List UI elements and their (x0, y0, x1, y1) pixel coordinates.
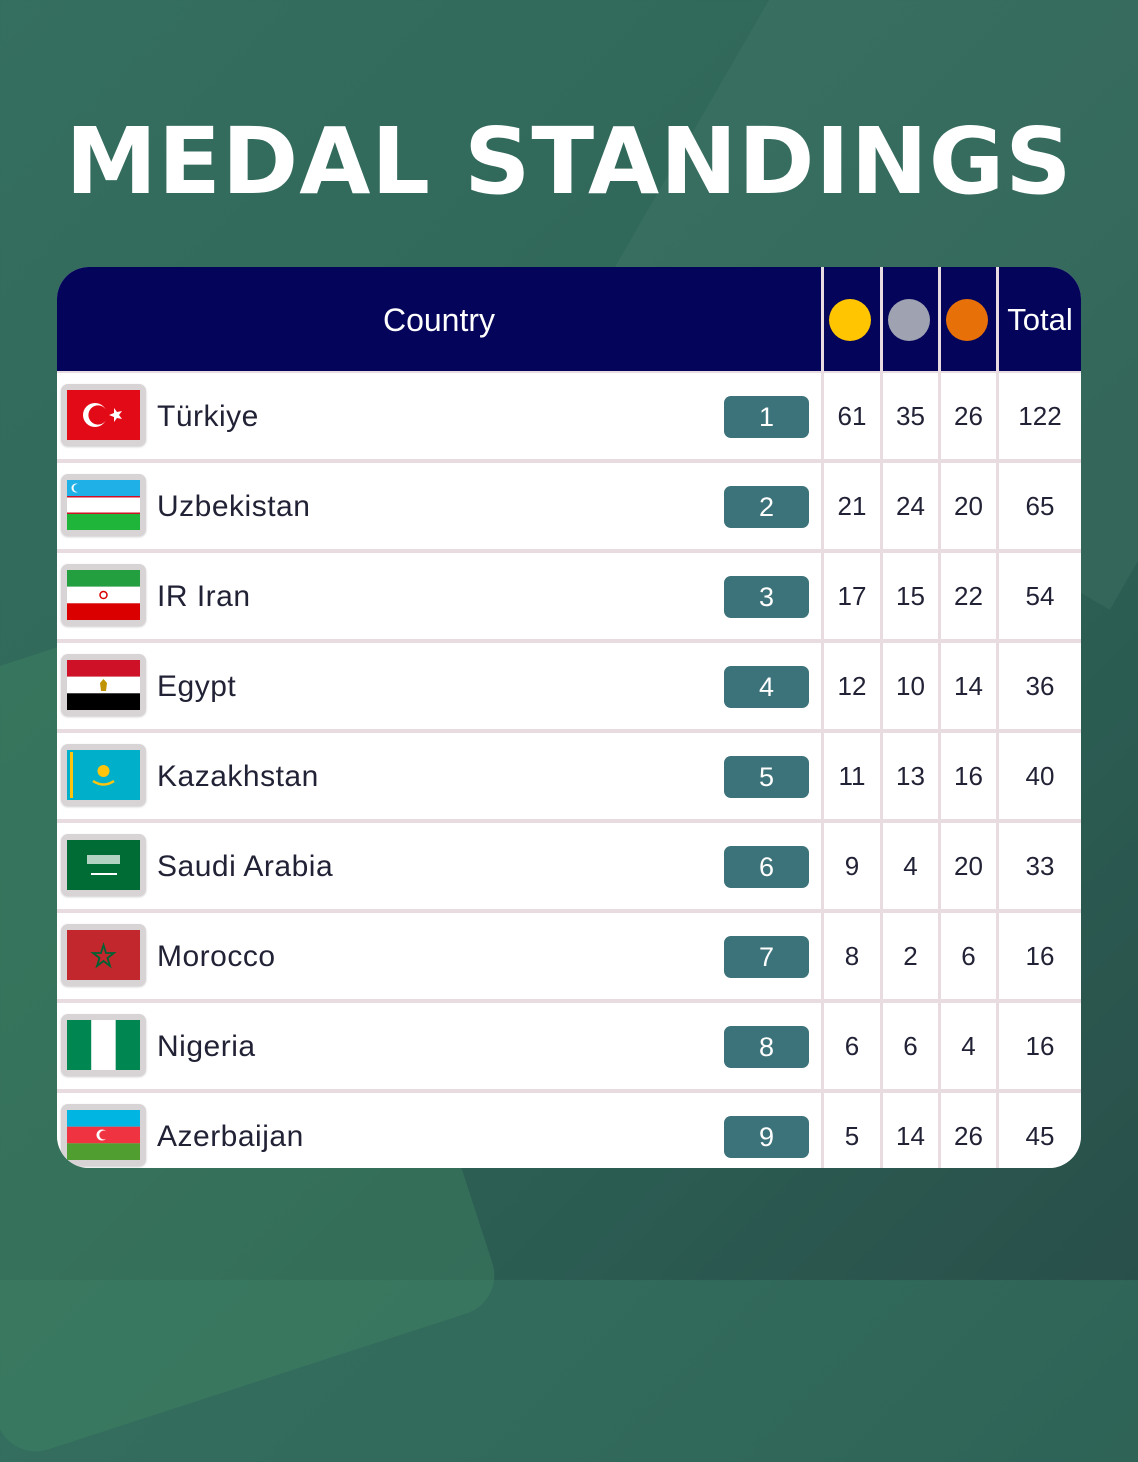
table-row: Azerbaijan 9 5 14 26 45 (57, 1093, 1081, 1168)
bronze-count: 26 (954, 401, 983, 431)
silver-count: 4 (903, 851, 918, 881)
flag-frame (61, 1014, 146, 1076)
flag-frame (61, 474, 146, 536)
azerbaijan-flag-icon (67, 1110, 140, 1160)
silver-medal-icon (888, 299, 930, 341)
country-name: Saudi Arabia (157, 850, 334, 883)
rank-badge: 2 (724, 486, 809, 528)
gold-count: 5 (844, 1121, 860, 1151)
gold-count: 12 (837, 671, 867, 701)
silver-count: 6 (903, 1031, 918, 1061)
table-row: Kazakhstan 5 11 13 16 40 (57, 733, 1081, 819)
table-row: IR Iran 3 17 15 22 54 (57, 553, 1081, 639)
silver-count: 15 (896, 581, 925, 611)
total-count: 16 (1025, 941, 1055, 971)
gold-count: 8 (844, 941, 860, 971)
column-divider (880, 267, 883, 1168)
bronze-count: 26 (954, 1121, 983, 1151)
gold-count: 61 (837, 401, 867, 431)
morocco-flag-icon (67, 930, 140, 980)
gold-count: 21 (837, 491, 867, 521)
country-name: Uzbekistan (157, 490, 311, 523)
uzbekistan-flag-icon (67, 480, 140, 530)
iran-flag-icon (67, 570, 140, 620)
flag-frame (61, 744, 146, 806)
country-name: Egypt (157, 670, 237, 703)
country-name: Kazakhstan (157, 760, 319, 793)
country-name: Nigeria (157, 1030, 256, 1063)
total-count: 16 (1025, 1031, 1055, 1061)
gold-count: 17 (837, 581, 867, 611)
rank-badge: 5 (724, 756, 809, 798)
bronze-count: 16 (954, 761, 983, 791)
silver-count: 2 (903, 941, 918, 971)
column-divider (996, 267, 999, 1168)
gold-count: 11 (838, 761, 866, 791)
rank-badge: 4 (724, 666, 809, 708)
saudi-arabia-flag-icon (67, 840, 140, 890)
bronze-count: 20 (954, 851, 983, 881)
egypt-flag-icon (67, 660, 140, 710)
total-count: 33 (1025, 851, 1055, 881)
bronze-count: 4 (961, 1031, 976, 1061)
table-row: Egypt 4 12 10 14 36 (57, 643, 1081, 729)
turkey-flag-icon (67, 390, 140, 440)
bronze-count: 6 (961, 941, 976, 971)
country-name: Türkiye (157, 400, 259, 433)
rank-badge: 3 (724, 576, 809, 618)
rank-badge: 7 (724, 936, 809, 978)
table-row: Türkiye 1 61 35 26 122 (57, 373, 1081, 459)
total-count: 45 (1025, 1121, 1055, 1151)
medal-table: Country Total Türkiye 1 61 35 26 122 (57, 267, 1081, 1168)
silver-count: 13 (896, 761, 925, 791)
flag-frame (61, 384, 146, 446)
column-divider (821, 267, 824, 1168)
flag-frame (61, 924, 146, 986)
total-column-header: Total (1007, 302, 1073, 337)
rank-badge: 8 (724, 1026, 809, 1068)
silver-count: 10 (896, 671, 925, 701)
bronze-count: 20 (954, 491, 983, 521)
flag-frame (61, 1104, 146, 1166)
column-divider (938, 267, 941, 1168)
bronze-count: 22 (954, 581, 983, 611)
rank-badge: 6 (724, 846, 809, 888)
country-name: Morocco (157, 940, 276, 973)
total-count: 54 (1025, 581, 1055, 611)
bronze-count: 14 (954, 671, 983, 701)
nigeria-flag-icon (67, 1020, 140, 1070)
country-name: IR Iran (157, 580, 251, 613)
silver-count: 24 (896, 491, 925, 521)
silver-count: 14 (896, 1121, 925, 1151)
gold-count: 9 (844, 851, 860, 881)
gold-count: 6 (844, 1031, 860, 1061)
country-column-header: Country (382, 302, 496, 338)
total-count: 36 (1025, 671, 1055, 701)
table-row: Uzbekistan 2 21 24 20 65 (57, 463, 1081, 549)
total-count: 40 (1025, 761, 1055, 791)
total-count: 122 (1018, 401, 1062, 431)
flag-frame (61, 834, 146, 896)
gold-medal-icon (829, 299, 871, 341)
rank-badge: 1 (724, 396, 809, 438)
bronze-medal-icon (946, 299, 988, 341)
flag-frame (61, 654, 146, 716)
total-count: 65 (1025, 491, 1055, 521)
table-header: Country Total (57, 267, 1081, 373)
kazakhstan-flag-icon (67, 750, 140, 800)
table-row: Morocco 7 8 2 6 16 (57, 913, 1081, 999)
silver-count: 35 (896, 401, 925, 431)
table-row: Saudi Arabia 6 9 4 20 33 (57, 823, 1081, 909)
rank-badge: 9 (724, 1116, 809, 1158)
flag-frame (61, 564, 146, 626)
page-title: MEDAL STANDINGS (65, 108, 1073, 215)
table-row: Nigeria 8 6 6 4 16 (57, 1003, 1081, 1089)
country-name: Azerbaijan (157, 1120, 304, 1153)
